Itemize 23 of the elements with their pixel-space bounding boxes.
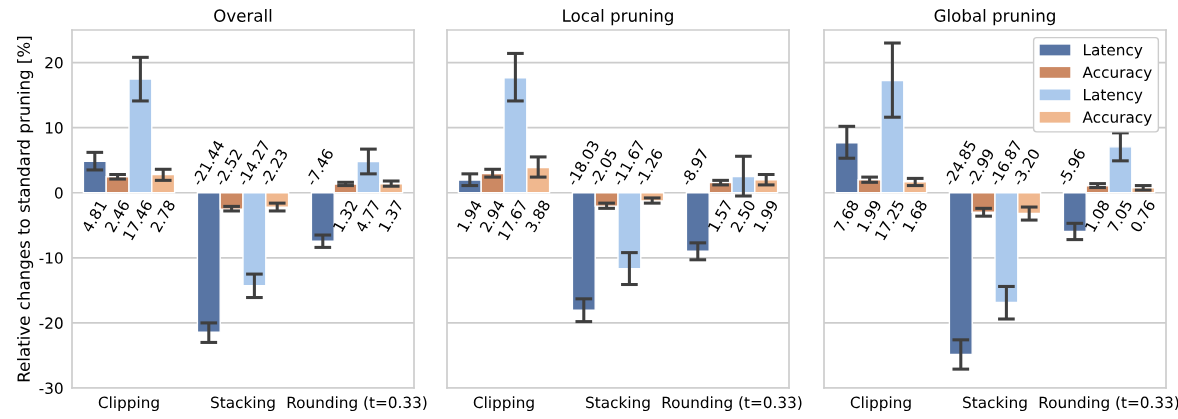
chart-title: Local pruning — [563, 9, 673, 26]
x-tick-label: Stacking — [586, 396, 650, 412]
y-tick-label: 0 — [54, 187, 63, 199]
y-tick-label: 10 — [45, 122, 63, 134]
legend-label: Accuracy — [1082, 66, 1152, 81]
y-axis-title: Relative changes to standard pruning [%] — [17, 36, 34, 382]
legend-label: Latency — [1084, 44, 1143, 59]
x-tick-label: Stacking — [211, 396, 275, 412]
x-tick-label: Clipping — [98, 396, 159, 412]
y-tick-label: 20 — [45, 57, 63, 69]
x-tick-label: Clipping — [850, 396, 911, 412]
y-tick-label: -10 — [39, 252, 63, 264]
chart-title: Overall — [214, 9, 272, 22]
x-tick-label: Clipping — [473, 396, 534, 412]
x-tick-label: Rounding (t=0.33) — [1039, 396, 1178, 412]
legend-label: Latency — [1084, 89, 1143, 104]
x-tick-label: Rounding (t=0.33) — [287, 396, 427, 412]
legend-label: Accuracy — [1082, 111, 1152, 126]
x-tick-label: Stacking — [963, 396, 1027, 412]
y-tick-label: -30 — [39, 382, 63, 395]
chart-title: Global pruning — [934, 9, 1055, 26]
y-tick-label: -20 — [39, 317, 63, 329]
x-tick-label: Rounding (t=0.33) — [662, 396, 802, 412]
